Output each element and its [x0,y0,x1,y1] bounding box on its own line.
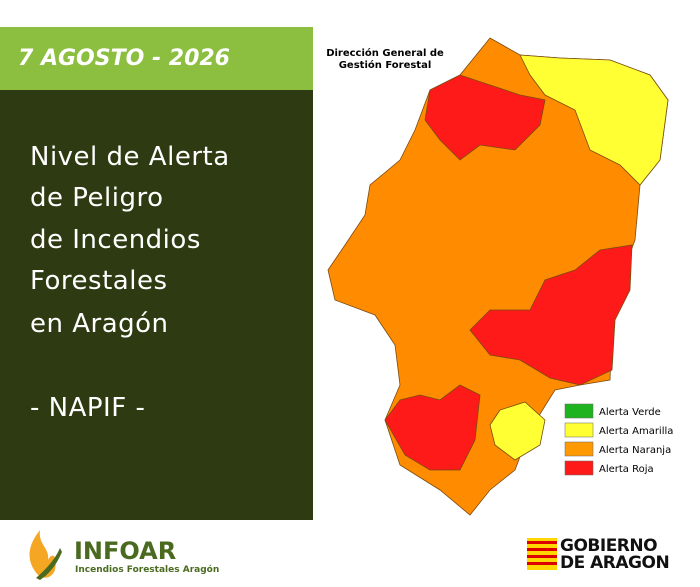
title-line: de Incendios [30,225,201,255]
region-red [424,74,546,161]
government: DE ARAGON [560,553,670,573]
date-banner: 7 AGOSTO - 2026 [0,27,313,90]
map-source: Dirección General de [326,47,444,59]
legend-label: Alerta Naranja [599,445,671,456]
map-source: Gestión Forestal [339,59,432,71]
legend-label: Alerta Verde [599,407,661,418]
logo-name: INFOAR [74,537,177,565]
subtitle: - NAPIF - [30,393,146,423]
title-line: Nivel de Alerta [30,142,230,172]
region-yellow [489,401,546,461]
regions [327,37,669,516]
legend: Alerta Verde Alerta Amarilla Alerta Naranj… [560,398,673,478]
title-line: en Aragón [30,309,169,339]
legend-label: Alerta Amarilla [599,426,673,437]
logo-tagline: Incendios Forestales Aragón [75,565,220,575]
legend-label: Alerta Roja [599,464,654,475]
region-red [469,244,633,386]
legend-swatch [564,422,594,438]
aragon-flag [527,538,557,570]
legend-swatch [564,460,594,476]
title-panel: Nivel de Alerta de Peligro de Incendios … [0,90,313,520]
legend-swatch [564,441,594,457]
region-yellow [519,54,669,186]
legend-swatch [564,403,594,419]
region-red [384,384,481,471]
title-line: Forestales [30,266,168,296]
government: GOBIERNO [560,536,658,556]
infoar-icon [29,530,62,580]
title-line: de Peligro [30,183,164,213]
